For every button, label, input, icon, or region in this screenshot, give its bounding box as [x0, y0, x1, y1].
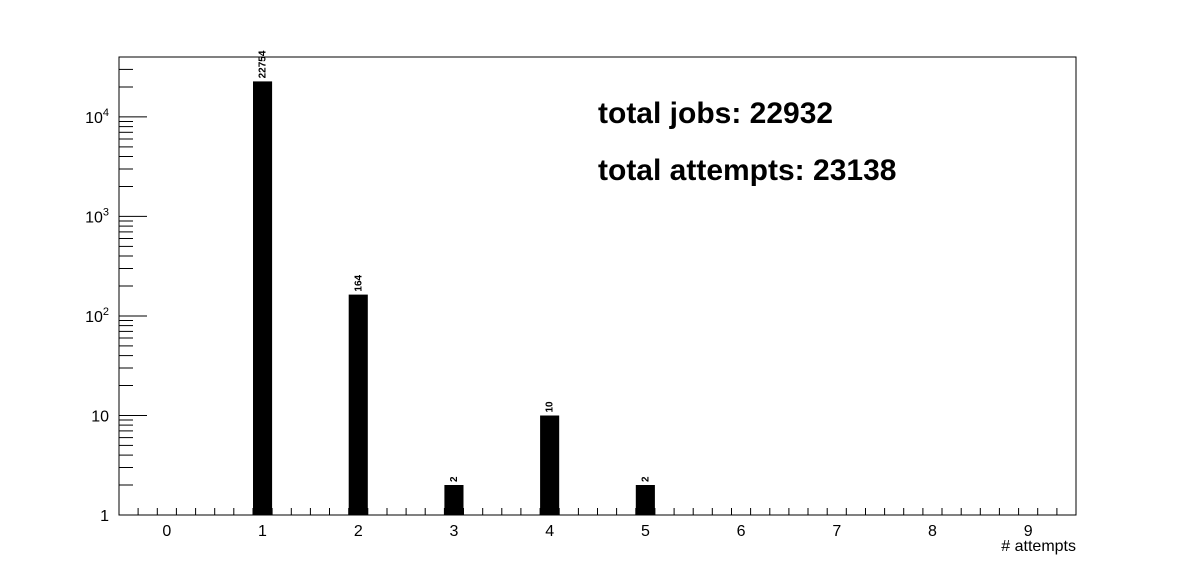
bars	[253, 81, 655, 516]
y-tick-label-1000: 103	[85, 206, 109, 226]
x-tick-label-6: 6	[737, 523, 746, 540]
x-axis: 0 1 2 3 4 5 6 7 8 9	[118, 508, 1077, 540]
bar-5	[635, 485, 655, 515]
x-tick-label-5: 5	[641, 523, 650, 540]
x-tick-label-4: 4	[545, 523, 554, 540]
y-tick-label-100: 102	[85, 306, 109, 326]
total-attempts-annotation: total attempts: 23138	[598, 154, 896, 187]
x-tick-label-7: 7	[832, 523, 841, 540]
y-tick-label-10: 10	[91, 409, 109, 426]
y-tick-label-1: 1	[100, 508, 109, 525]
bar-value-label-1: 22754	[258, 50, 269, 78]
total-jobs-annotation: total jobs: 22932	[598, 97, 833, 130]
x-tick-label-3: 3	[449, 523, 458, 540]
bar-value-label-5: 2	[640, 476, 651, 482]
x-tick-label-2: 2	[354, 523, 363, 540]
bar-value-label-3: 2	[449, 476, 460, 482]
x-tick-label-9: 9	[1024, 523, 1033, 540]
y-tick-label-10000: 104	[85, 107, 109, 127]
x-tick-label-0: 0	[162, 523, 171, 540]
x-tick-label-1: 1	[258, 523, 267, 540]
bar-2	[348, 294, 368, 515]
bar-value-label-4: 10	[545, 401, 556, 413]
bar-1	[253, 81, 273, 516]
x-axis-title: # attempts	[1001, 538, 1076, 555]
bar-value-label-2: 164	[353, 274, 364, 291]
x-tick-label-8: 8	[928, 523, 937, 540]
bar-4	[540, 415, 560, 515]
bar-labels: 22754 164 2 10 2	[258, 50, 652, 482]
y-axis: 1 10 102 103 104	[85, 56, 147, 525]
bar-3	[444, 485, 464, 515]
